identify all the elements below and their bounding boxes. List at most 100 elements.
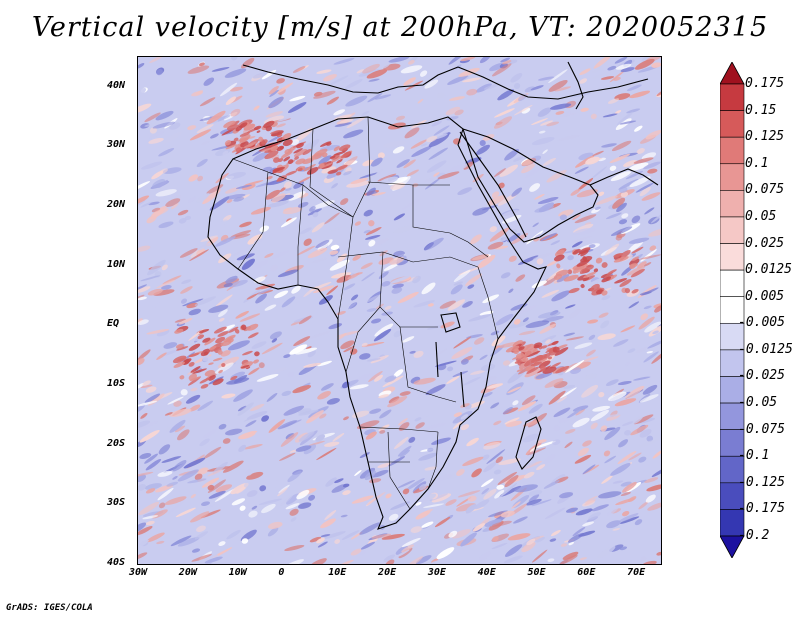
field-streak — [295, 347, 318, 355]
field-streak — [162, 275, 182, 285]
field-streak — [368, 240, 376, 247]
field-streak — [628, 452, 642, 461]
field-streak — [188, 362, 195, 367]
field-streak — [237, 402, 254, 416]
field-streak — [318, 155, 332, 165]
field-streak — [628, 237, 650, 244]
colorbar-bottom-arrow — [720, 535, 745, 558]
field-streak — [138, 349, 151, 361]
field-streak — [365, 293, 383, 303]
field-streak — [379, 409, 392, 419]
field-streak — [359, 467, 376, 479]
field-streak — [559, 387, 577, 399]
field-streak — [169, 408, 192, 417]
field-streak — [226, 199, 233, 204]
field-streak — [362, 159, 374, 167]
field-streak — [302, 148, 312, 156]
field-streak — [627, 348, 636, 353]
field-streak — [228, 326, 239, 333]
field-streak — [191, 554, 212, 562]
field-streak — [511, 501, 521, 509]
field-streak — [382, 140, 406, 148]
field-streak — [173, 361, 185, 368]
field-streak — [531, 280, 547, 289]
field-streak — [491, 542, 508, 550]
field-streak — [620, 491, 631, 497]
field-streak — [463, 376, 481, 386]
field-streak — [228, 279, 248, 288]
field-streak — [369, 408, 382, 414]
field-streak — [334, 478, 344, 484]
field-streak — [276, 176, 284, 182]
field-streak — [563, 384, 576, 389]
field-streak — [388, 513, 399, 521]
field-streak — [138, 383, 145, 390]
field-streak — [341, 77, 353, 84]
field-streak — [157, 470, 173, 477]
field-streak — [363, 229, 371, 234]
field-streak — [502, 360, 511, 366]
field-streak — [591, 69, 615, 80]
field-streak — [559, 492, 574, 499]
field-streak — [565, 428, 576, 434]
field-streak — [584, 373, 598, 380]
field-streak — [631, 215, 641, 224]
field-streak — [421, 282, 436, 295]
field-streak — [212, 357, 223, 362]
field-streak — [580, 107, 589, 112]
field-streak — [198, 62, 205, 67]
field-streak — [239, 313, 261, 322]
field-streak — [180, 298, 188, 304]
field-streak — [365, 227, 382, 236]
field-streak — [482, 205, 498, 211]
field-streak — [557, 210, 566, 217]
field-streak — [164, 412, 173, 416]
field-streak — [544, 241, 551, 245]
field-streak — [411, 145, 432, 158]
field-streak — [651, 349, 661, 364]
field-streak — [184, 215, 192, 220]
field-streak — [244, 481, 253, 488]
field-streak — [332, 433, 345, 442]
field-streak — [567, 532, 585, 543]
field-streak — [207, 479, 226, 494]
field-streak — [158, 148, 175, 157]
field-streak — [608, 363, 616, 369]
field-streak — [371, 318, 382, 324]
field-streak — [197, 242, 211, 251]
field-streak — [434, 360, 457, 367]
field-streak — [605, 379, 619, 386]
field-streak — [309, 536, 322, 543]
field-streak — [366, 69, 388, 79]
field-streak — [491, 335, 506, 347]
field-streak — [568, 287, 580, 294]
field-streak — [220, 219, 229, 225]
field-streak — [413, 350, 424, 358]
field-streak — [246, 490, 258, 498]
field-streak — [368, 370, 383, 383]
field-streak — [571, 241, 583, 248]
field-streak — [161, 285, 172, 290]
field-streak — [389, 256, 405, 265]
field-streak — [338, 332, 347, 340]
field-streak — [361, 110, 370, 116]
field-streak — [601, 290, 608, 296]
field-streak — [279, 452, 296, 461]
field-streak — [391, 287, 403, 294]
field-streak — [423, 503, 445, 508]
field-streak — [163, 342, 178, 349]
field-streak — [188, 352, 200, 358]
field-streak — [371, 192, 386, 196]
colorbar-band — [720, 296, 745, 324]
field-streak — [489, 226, 497, 233]
field-streak — [524, 367, 545, 378]
lon-tick-label: 40E — [477, 567, 496, 578]
field-streak — [542, 453, 556, 465]
field-streak — [253, 276, 266, 283]
field-streak — [647, 168, 658, 174]
colorbar-band — [720, 429, 745, 457]
field-streak — [487, 241, 504, 250]
map-panel — [137, 56, 662, 565]
field-streak — [203, 77, 215, 86]
field-streak — [614, 398, 637, 407]
